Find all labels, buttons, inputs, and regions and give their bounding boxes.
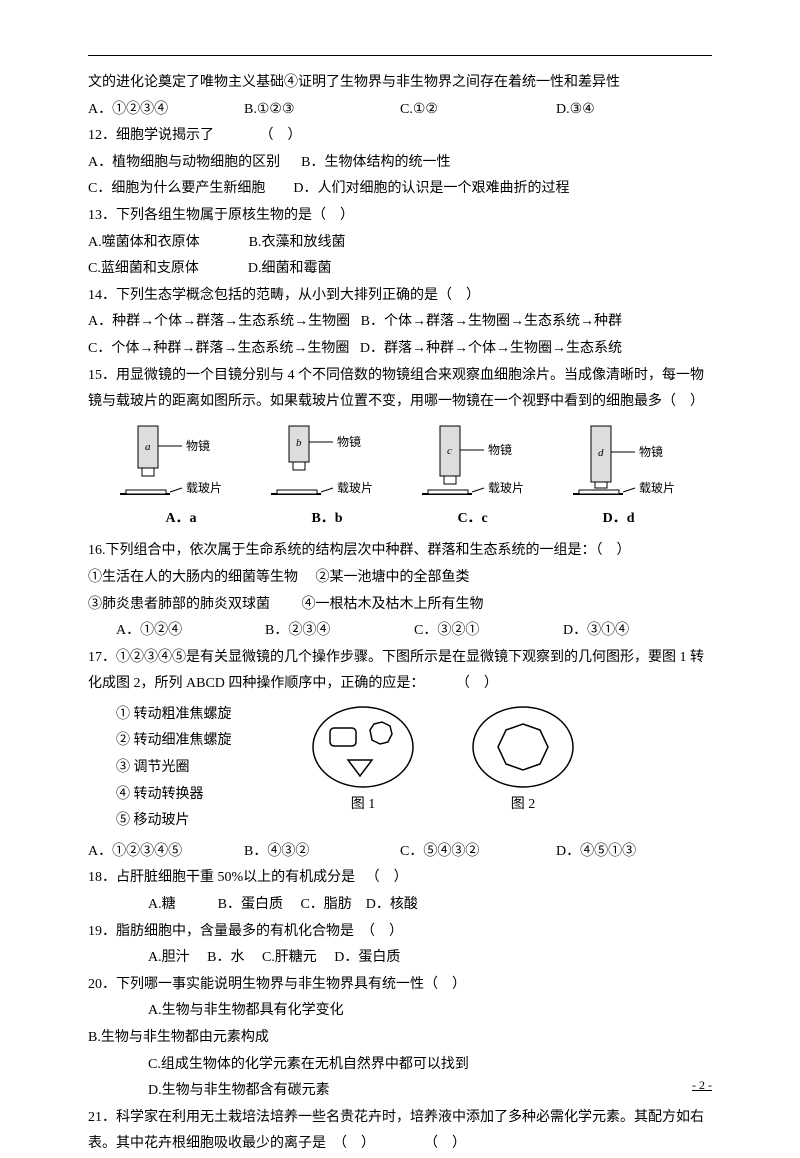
svg-text:载玻片: 载玻片 xyxy=(186,481,222,495)
q16-opt-d: D．③①④ xyxy=(563,618,712,645)
svg-text:物镜: 物镜 xyxy=(639,444,663,459)
svg-text:载玻片: 载玻片 xyxy=(639,481,675,495)
lens-diagram-d: d 物镜 载玻片 xyxy=(567,424,687,502)
q17-step-3: ③ 调节光圈 xyxy=(116,755,288,782)
q17-step-1: ① 转动粗准焦螺旋 xyxy=(116,702,288,729)
q17-opt-c: C．⑤④③② xyxy=(400,839,556,866)
q13-opts-cd: C.蓝细菌和支原体 D.细菌和霉菌 xyxy=(88,256,712,283)
q20-opt-c: C.组成生物体的化学元素在无机自然界中都可以找到 xyxy=(88,1052,712,1079)
svg-text:b: b xyxy=(296,437,302,449)
q19-stem: 19．脂肪细胞中，含量最多的有机化合物是 （ ） xyxy=(88,919,712,946)
microscope-view-1 xyxy=(308,702,418,792)
svg-text:载玻片: 载玻片 xyxy=(488,481,524,495)
q15-figure-row: a 物镜 载玻片 b 物镜 载玻片 xyxy=(88,424,712,502)
lens-diagram-b: b 物镜 载玻片 xyxy=(265,424,385,502)
microscope-view-2 xyxy=(468,702,578,792)
q17-opt-b: B．④③② xyxy=(244,839,400,866)
svg-text:物镜: 物镜 xyxy=(337,434,361,449)
lens-diagram-c: c 物镜 载玻片 xyxy=(416,424,536,502)
svg-text:a: a xyxy=(145,441,151,453)
header-rule xyxy=(88,55,712,56)
q17-fig1-label: 图 1 xyxy=(351,792,376,819)
q17-steps: ① 转动粗准焦螺旋 ② 转动细准焦螺旋 ③ 调节光圈 ④ 转动转换器 ⑤ 移动玻… xyxy=(88,702,288,835)
q18-opts: A.糖 B．蛋白质 C．脂肪 D．核酸 xyxy=(88,892,712,919)
q17-svg-group: 图 1 图 2 xyxy=(288,702,578,819)
q20-opt-a: A.生物与非生物都具有化学变化 xyxy=(88,998,712,1025)
q15-fig-a: a 物镜 载玻片 xyxy=(114,424,234,502)
q17-opt-d: D．④⑤①③ xyxy=(556,839,712,866)
q20-stem: 20．下列哪一事实能说明生物界与非生物界具有统一性（ ） xyxy=(88,972,712,999)
q17-step-5: ⑤ 移动玻片 xyxy=(116,808,288,835)
q15-opt-a: A．a xyxy=(165,506,196,533)
q16-opt-c: C．③②① xyxy=(414,618,563,645)
q14-opts-cd: C．个体→种群→群落→生态系统→生物圈 D．群落→种群→个体→生物圈→生态系统 xyxy=(88,336,712,363)
q12-opts-cd: C．细胞为什么要产生新细胞 D．人们对细胞的认识是一个艰难曲折的过程 xyxy=(88,176,712,203)
q15-fig-d: d 物镜 载玻片 xyxy=(567,424,687,502)
q15-opt-c: C．c xyxy=(457,506,487,533)
svg-text:载玻片: 载玻片 xyxy=(337,481,373,495)
q16-line1: ①生活在人的大肠内的细菌等生物 ②某一池塘中的全部鱼类 xyxy=(88,565,712,592)
q11-opt-c: C.①② xyxy=(400,97,556,124)
q17-step-4: ④ 转动转换器 xyxy=(116,782,288,809)
q17-stem: 17．①②③④⑤是有关显微镜的几个操作步骤。下图所示是在显微镜下观察到的几何图形… xyxy=(88,645,712,698)
svg-text:物镜: 物镜 xyxy=(488,442,512,457)
q20-opt-b: B.生物与非生物都由元素构成 xyxy=(88,1025,712,1052)
q15-fig-c: c 物镜 载玻片 xyxy=(416,424,536,502)
svg-text:d: d xyxy=(598,447,604,459)
q15-option-labels: A．a B．b C．c D．d xyxy=(88,506,712,533)
q16-line2: ③肺炎患者肺部的肺炎双球菌 ④一根枯木及枯木上所有生物 xyxy=(88,592,712,619)
q17-options: A．①②③④⑤ B．④③② C．⑤④③② D．④⑤①③ xyxy=(88,839,712,866)
q16-options: A．①②④ B．②③④ C．③②① D．③①④ xyxy=(88,618,712,645)
q11-options: A．①②③④ B.①②③ C.①② D.③④ xyxy=(88,97,712,124)
q18-stem: 18．占肝脏细胞干重 50%以上的有机成分是 （ ） xyxy=(88,865,712,892)
q16-stem: 16.下列组合中，依次属于生命系统的结构层次中种群、群落和生态系统的一组是：（ … xyxy=(88,538,712,565)
q12-stem: 12．细胞学说揭示了 （ ） xyxy=(88,123,712,150)
q16-opt-b: B．②③④ xyxy=(265,618,414,645)
q16-opt-a: A．①②④ xyxy=(116,618,265,645)
document-body: 文的进化论奠定了唯物主义基础④证明了生物界与非生物界之间存在着统一性和差异性 A… xyxy=(88,70,712,1158)
q17-fig2-col: 图 2 xyxy=(468,702,578,819)
q14-stem: 14．下列生态学概念包括的范畴，从小到大排列正确的是（ ） xyxy=(88,283,712,310)
q15-stem: 15．用显微镜的一个目镜分别与 4 个不同倍数的物镜组合来观察血细胞涂片。当成像… xyxy=(88,363,712,416)
q17-fig2-label: 图 2 xyxy=(511,792,536,819)
q15-fig-b: b 物镜 载玻片 xyxy=(265,424,385,502)
q13-opts-ab: A.噬菌体和衣原体 B.衣藻和放线菌 xyxy=(88,230,712,257)
intro-text: 文的进化论奠定了唯物主义基础④证明了生物界与非生物界之间存在着统一性和差异性 xyxy=(88,70,712,97)
q20-opt-d: D.生物与非生物都含有碳元素 xyxy=(88,1078,712,1105)
q17-figure-row: ① 转动粗准焦螺旋 ② 转动细准焦螺旋 ③ 调节光圈 ④ 转动转换器 ⑤ 移动玻… xyxy=(88,702,712,835)
svg-text:物镜: 物镜 xyxy=(186,438,210,453)
lens-diagram-a: a 物镜 载玻片 xyxy=(114,424,234,502)
q21-stem: 21．科学家在利用无土栽培法培养一些名贵花卉时，培养液中添加了多种必需化学元素。… xyxy=(88,1105,712,1158)
svg-text:c: c xyxy=(447,445,452,457)
q11-opt-a: A．①②③④ xyxy=(88,97,244,124)
q11-opt-b: B.①②③ xyxy=(244,97,400,124)
q11-opt-d: D.③④ xyxy=(556,97,712,124)
q14-opts-ab: A．种群→个体→群落→生态系统→生物圈 B．个体→群落→生物圈→生态系统→种群 xyxy=(88,309,712,336)
page-number: - 2 - xyxy=(692,1074,712,1097)
q17-opt-a: A．①②③④⑤ xyxy=(88,839,244,866)
q13-stem: 13．下列各组生物属于原核生物的是（ ） xyxy=(88,203,712,230)
q15-opt-d: D．d xyxy=(603,506,635,533)
q17-step-2: ② 转动细准焦螺旋 xyxy=(116,728,288,755)
q17-fig1-col: 图 1 xyxy=(308,702,418,819)
q19-opts: A.胆汁 B．水 C.肝糖元 D．蛋白质 xyxy=(88,945,712,972)
q15-opt-b: B．b xyxy=(311,506,342,533)
q12-opts-ab: A．植物细胞与动物细胞的区别 B．生物体结构的统一性 xyxy=(88,150,712,177)
